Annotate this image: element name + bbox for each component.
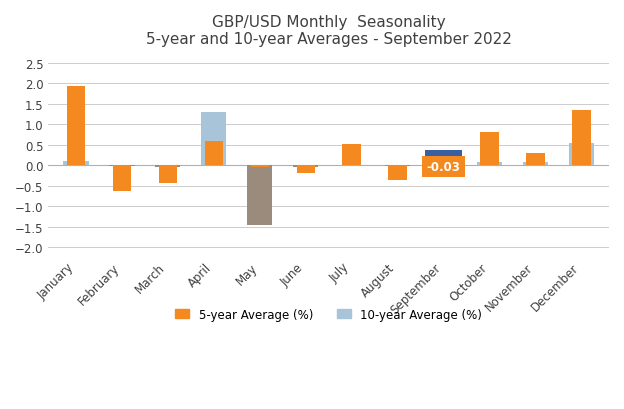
Bar [251, 166, 269, 168]
Bar [63, 161, 89, 166]
Bar [572, 110, 591, 166]
Text: 0.12: 0.12 [429, 154, 458, 167]
Bar [343, 144, 361, 166]
Bar [293, 166, 318, 168]
Text: -0.03: -0.03 [427, 160, 461, 173]
Bar [523, 163, 548, 166]
Title: GBP/USD Monthly  Seasonality
5-year and 10-year Averages - September 2022: GBP/USD Monthly Seasonality 5-year and 1… [146, 15, 512, 47]
Bar [155, 166, 180, 167]
Bar [296, 166, 315, 174]
Bar [477, 162, 502, 166]
Bar [67, 87, 85, 166]
Bar [247, 166, 273, 225]
Bar [388, 166, 407, 180]
Legend: 5-year Average (%), 10-year Average (%): 5-year Average (%), 10-year Average (%) [170, 303, 487, 326]
Bar [569, 143, 594, 166]
Bar [431, 161, 456, 166]
Bar [201, 112, 227, 166]
Bar [526, 153, 545, 166]
Bar [385, 166, 410, 167]
Bar [205, 141, 223, 166]
Bar [434, 166, 453, 167]
Bar [158, 166, 177, 183]
Bar [113, 166, 131, 191]
Bar [480, 132, 499, 166]
